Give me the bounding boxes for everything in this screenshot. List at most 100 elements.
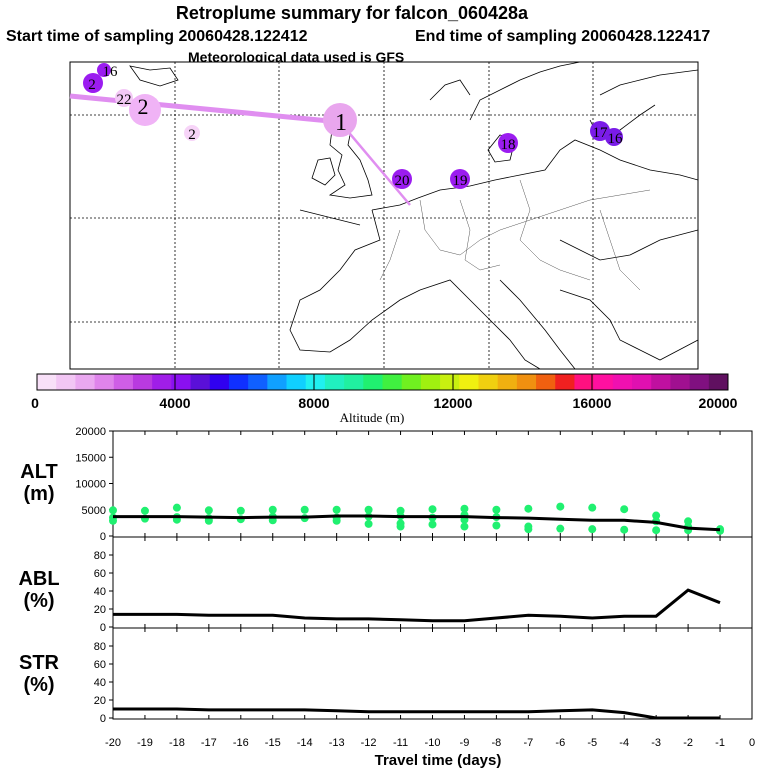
plume-label: 18 <box>501 137 516 153</box>
str-panel-frame <box>112 627 753 720</box>
alt-unit-label: (m) <box>23 483 54 505</box>
altitude-point <box>332 505 341 514</box>
colorbar-cell <box>612 374 633 390</box>
colorbar-tick-label: 20000 <box>699 395 738 411</box>
altitude-point <box>204 506 213 515</box>
x-tick-label: -6 <box>555 737 565 749</box>
colorbar-cell <box>593 374 614 390</box>
colorbar-title: Altitude (m) <box>340 410 405 425</box>
map-gridlines <box>70 62 698 369</box>
x-tick-label: -14 <box>297 737 313 749</box>
altitude-point <box>428 520 437 529</box>
y-tick-label: 0 <box>100 713 106 725</box>
altitude-point <box>140 506 149 515</box>
altitude-point <box>300 505 309 514</box>
altitude-point <box>556 524 565 533</box>
x-tick-label: -12 <box>361 737 377 749</box>
y-tick-label: 80 <box>94 641 106 653</box>
colorbar-cell <box>420 374 441 390</box>
plume-label: 1 <box>335 110 347 136</box>
y-tick-label: 0 <box>100 531 106 543</box>
colorbar-tick-label: 4000 <box>159 395 190 411</box>
borders <box>379 179 651 291</box>
colorbar-cell <box>190 374 211 390</box>
series-line <box>113 707 720 720</box>
x-axis-title: Travel time (days) <box>375 752 502 768</box>
altitude-point <box>524 504 533 513</box>
colorbar-cell <box>209 374 230 390</box>
series-line <box>113 514 721 532</box>
altitude-point <box>460 504 469 513</box>
colorbar-cell <box>670 374 691 390</box>
colorbar-cell <box>132 374 153 390</box>
altitude-point <box>620 505 629 514</box>
plume-circle <box>115 89 133 107</box>
colorbar-cell <box>440 374 460 390</box>
plume-label: 17 <box>593 125 609 141</box>
x-tick-label: -20 <box>105 737 121 749</box>
plume-labels: 16 2 22 2 2 1 20 19 18 17 16 <box>88 64 623 189</box>
colorbar-cell <box>401 374 422 390</box>
colorbar-cell <box>248 374 268 390</box>
plume-label: 19 <box>453 173 468 189</box>
x-tick-label: -2 <box>683 737 693 749</box>
plume-circle <box>97 63 111 77</box>
altitude-point <box>364 505 373 514</box>
y-tick-label: 60 <box>94 659 106 671</box>
chart-title: Retroplume summary for falcon_060428a <box>176 3 529 23</box>
plume-circle <box>184 125 200 141</box>
colorbar-cell <box>305 374 326 390</box>
x-tick-label: -16 <box>233 737 249 749</box>
colorbar-cell <box>536 374 556 390</box>
altitude-point <box>524 525 533 534</box>
x-tick-label: -8 <box>492 737 502 749</box>
x-tick-label: -18 <box>169 737 185 749</box>
altitude-point <box>364 519 373 528</box>
alt-label: ALT <box>20 461 57 483</box>
altitude-point <box>428 505 437 514</box>
altitude-point <box>652 511 661 520</box>
plume-label: 20 <box>395 173 410 189</box>
y-tick-label: 5000 <box>82 505 106 517</box>
x-tick-label: -15 <box>265 737 281 749</box>
colorbar-cell <box>382 374 403 390</box>
plume-label: 22 <box>117 92 132 108</box>
str-unit-label: (%) <box>23 674 54 696</box>
str-label: STR <box>19 652 60 674</box>
altitude-point <box>236 506 245 515</box>
plume-circle <box>450 169 470 189</box>
altitude-point <box>332 516 341 525</box>
start-time-label: Start time of sampling 20060428.122412 <box>6 28 308 45</box>
plume-path-west <box>69 93 341 125</box>
y-tick-label: 60 <box>94 568 106 580</box>
plume-label: 16 <box>608 131 624 147</box>
altitude-point <box>588 525 597 534</box>
colorbar-cell <box>267 374 287 390</box>
colorbar-cell <box>171 374 191 390</box>
plume-label: 2 <box>138 94 149 119</box>
x-tick-label: -9 <box>460 737 470 749</box>
x-tick-label: -19 <box>137 737 153 749</box>
colorbar-cell <box>152 374 172 390</box>
colorbar-cell <box>708 374 729 390</box>
colorbar-tick-label: 0 <box>31 395 39 411</box>
colorbar-cell <box>344 374 364 390</box>
y-tick-label: 20 <box>94 604 106 616</box>
x-tick-label: -10 <box>425 737 441 749</box>
colorbar-cell <box>555 374 575 390</box>
altitude-point <box>172 503 181 512</box>
colorbar-cell <box>689 374 710 390</box>
altitude-point <box>620 525 629 534</box>
colorbar-cell <box>497 374 518 390</box>
plume-label: 2 <box>188 127 196 143</box>
colorbar-frame <box>36 373 729 391</box>
colorbar-cell <box>651 374 671 390</box>
plume-circle <box>323 103 357 137</box>
y-tick-label: 15000 <box>75 452 106 464</box>
x-tick-label: -13 <box>329 737 345 749</box>
colorbar-cell <box>459 374 479 390</box>
abl-panel: ABL (%) 0 20 40 60 80 <box>18 536 753 634</box>
plume-circle <box>129 94 161 126</box>
alt-panel: ALT (m) 0 5000 10000 15000 20000 <box>20 426 753 543</box>
